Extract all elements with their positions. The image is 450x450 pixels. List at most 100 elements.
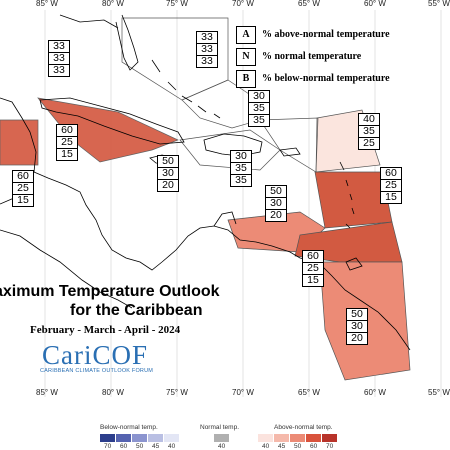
map-title: aximum Temperature Outlook xyxy=(0,283,220,300)
caricof-logo: CariCOF xyxy=(42,340,149,370)
prob-below: 33 xyxy=(49,64,69,76)
prob-normal: 25 xyxy=(381,179,401,191)
lon-label: 70° W xyxy=(232,388,254,397)
prob-normal: 33 xyxy=(49,52,69,64)
colorbar-tick: 40 xyxy=(218,443,226,450)
zone-belize xyxy=(0,119,39,166)
prob-normal: 30 xyxy=(347,320,367,332)
colorbar-tick: 50 xyxy=(136,443,144,450)
prob-above: 50 xyxy=(270,185,282,197)
prob-below: 15 xyxy=(13,194,33,206)
prob-above: 33 xyxy=(53,40,65,52)
lon-label: 55° W xyxy=(428,0,450,8)
map-period: February - March - April - 2024 xyxy=(30,324,181,336)
prob-normal: 25 xyxy=(303,262,323,274)
prob-box-trinidad: 60 25 15 xyxy=(302,250,324,287)
prob-below: 35 xyxy=(231,174,251,186)
prob-above: 40 xyxy=(363,113,375,125)
colorbar-tick: 70 xyxy=(104,443,112,450)
lon-label: 80° W xyxy=(102,0,124,8)
prob-box-belize: 60 25 15 xyxy=(12,170,34,207)
prob-below: 15 xyxy=(57,148,77,160)
legend-key: B xyxy=(236,70,256,88)
prob-normal: 30 xyxy=(158,167,178,179)
prob-below: 20 xyxy=(347,332,367,344)
lon-labels: 85° W 80° W 75° W 70° W 65° W 60° W 55° … xyxy=(36,0,450,397)
prob-above: 30 xyxy=(235,150,247,162)
legend-text: % above-normal temperature xyxy=(262,29,390,40)
prob-normal: 35 xyxy=(231,162,251,174)
prob-above: 33 xyxy=(201,31,213,43)
colorbar-tick: 70 xyxy=(326,443,334,450)
colorbar-swatch-above xyxy=(274,434,289,442)
prob-normal: 25 xyxy=(13,182,33,194)
colorbar-swatch-above xyxy=(322,434,337,442)
colorbar-tick: 40 xyxy=(262,443,270,450)
colorbar-tick: 60 xyxy=(310,443,318,450)
legend-key: N xyxy=(236,48,256,66)
prob-normal: 33 xyxy=(197,43,217,55)
colorbar-normal-title: Normal temp. xyxy=(200,424,240,431)
legend-text: % normal temperature xyxy=(262,51,362,62)
prob-above: 60 xyxy=(307,250,319,262)
colorbar-tick: 45 xyxy=(152,443,160,450)
prob-below: 20 xyxy=(158,179,178,191)
lon-label: 65° W xyxy=(298,0,320,8)
caricof-logo-subtitle: CARIBBEAN CLIMATE OUTLOOK FORUM xyxy=(40,368,154,374)
colorbar-swatch-normal xyxy=(214,434,229,442)
prob-box-abc: 50 30 20 xyxy=(265,185,287,222)
lon-label: 55° W xyxy=(428,388,450,397)
legend-key: A xyxy=(236,26,256,44)
prob-box-jamaica: 50 30 20 xyxy=(157,155,179,192)
prob-below: 33 xyxy=(197,55,217,67)
colorbar-above-title: Above-normal temp. xyxy=(274,424,333,431)
prob-box-leeward: 40 35 25 xyxy=(358,113,380,150)
colorbar-swatch-below xyxy=(148,434,163,442)
colorbar-swatch-below xyxy=(164,434,179,442)
prob-normal: 35 xyxy=(249,102,269,114)
prob-normal: 30 xyxy=(266,197,286,209)
colorbar-swatch-above xyxy=(258,434,273,442)
map-title-region: for the Caribbean xyxy=(70,302,203,319)
prob-below: 25 xyxy=(359,137,379,149)
prob-below: 35 xyxy=(249,114,269,126)
prob-box-bahamas-west: 33 33 33 xyxy=(48,40,70,77)
prob-above: 30 xyxy=(253,90,265,102)
prob-box-hispaniola: 30 35 35 xyxy=(230,150,252,187)
colorbar-tick: 60 xyxy=(120,443,128,450)
lon-label: 80° W xyxy=(102,388,124,397)
prob-box-turks-caicos: 30 35 35 xyxy=(248,90,270,127)
colorbar-tick: 50 xyxy=(294,443,302,450)
colorbar-swatch-below xyxy=(132,434,147,442)
prob-normal: 25 xyxy=(57,136,77,148)
prob-below: 15 xyxy=(303,274,323,286)
lon-label: 75° W xyxy=(166,0,188,8)
prob-above: 60 xyxy=(61,124,73,136)
prob-above: 60 xyxy=(17,170,29,182)
lon-label: 65° W xyxy=(298,388,320,397)
colorbar-swatch-below xyxy=(116,434,131,442)
colorbar-swatch-above xyxy=(290,434,305,442)
prob-box-cuba-west: 60 25 15 xyxy=(56,124,78,161)
colorbar-tick: 40 xyxy=(168,443,176,450)
lon-label: 85° W xyxy=(36,0,58,8)
lon-label: 60° W xyxy=(364,388,386,397)
colorbar-swatch-below xyxy=(100,434,115,442)
lon-label: 75° W xyxy=(166,388,188,397)
prob-box-windward: 60 25 15 xyxy=(380,167,402,204)
legend-text: % below-normal temperature xyxy=(262,73,390,84)
prob-above: 50 xyxy=(351,308,363,320)
colorbar-tick: 45 xyxy=(278,443,286,450)
prob-below: 15 xyxy=(381,191,401,203)
prob-box-guianas: 50 30 20 xyxy=(346,308,368,345)
prob-box-bahamas-east: 33 33 33 xyxy=(196,31,218,68)
prob-above: 50 xyxy=(162,155,174,167)
colorbar-swatch-above xyxy=(306,434,321,442)
prob-normal: 35 xyxy=(359,125,379,137)
forecast-zones xyxy=(0,97,411,381)
lon-label: 85° W xyxy=(36,388,58,397)
prob-below: 20 xyxy=(266,209,286,221)
lon-label: 60° W xyxy=(364,0,386,8)
colorbar-below-title: Below-normal temp. xyxy=(100,424,158,431)
prob-above: 60 xyxy=(385,167,397,179)
